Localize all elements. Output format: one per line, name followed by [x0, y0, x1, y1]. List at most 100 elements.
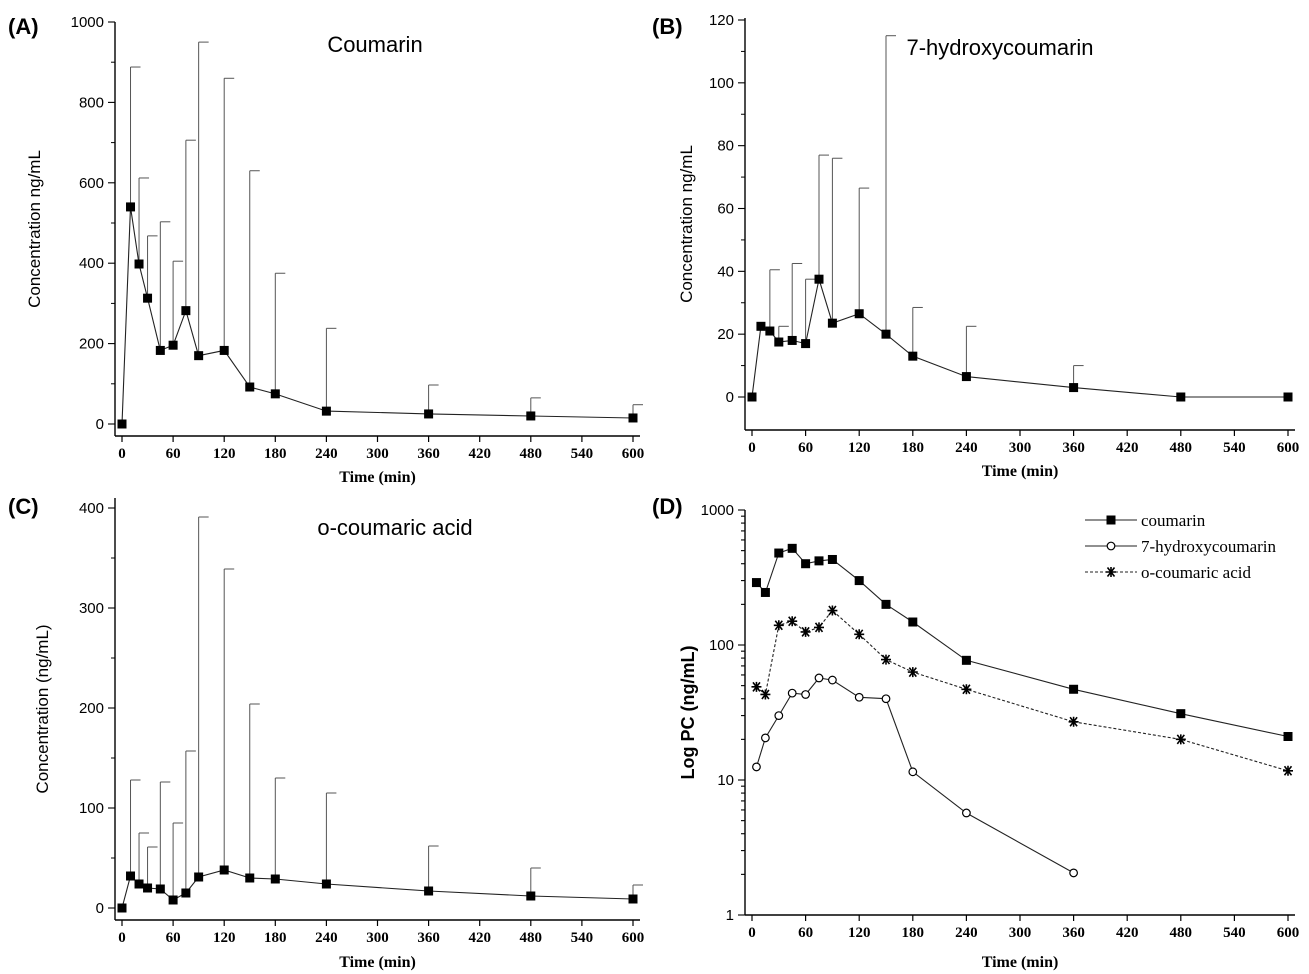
x-tick-label: 360 — [417, 446, 440, 462]
x-tick-label: 360 — [1062, 440, 1085, 456]
x-tick-label: 300 — [366, 930, 389, 946]
data-point — [181, 306, 191, 316]
data-point — [760, 587, 770, 597]
data-point — [881, 599, 891, 609]
x-tick-label: 480 — [520, 930, 543, 946]
chart-title: 7-hydroxycoumarin — [906, 35, 1093, 60]
x-tick-label: 120 — [848, 440, 871, 456]
data-point — [828, 675, 837, 685]
legend-label: 7-hydroxycoumarin — [1141, 537, 1277, 556]
y-tick-label: 80 — [717, 138, 734, 155]
y-tick-label: 10 — [717, 772, 734, 789]
y-tick-label: 400 — [79, 255, 104, 272]
x-tick-label: 0 — [748, 440, 756, 456]
chart-title: o-coumaric acid — [317, 515, 472, 540]
data-point — [961, 655, 971, 665]
y-tick-label: 300 — [79, 600, 104, 617]
data-point — [751, 681, 762, 692]
data-point — [126, 871, 136, 881]
data-point — [1069, 383, 1079, 393]
data-point — [761, 733, 770, 743]
x-tick-label: 180 — [902, 440, 925, 456]
y-tick-label: 200 — [79, 336, 104, 353]
data-point — [126, 202, 136, 212]
data-point — [219, 865, 229, 875]
x-tick-label: 600 — [622, 930, 645, 946]
data-point — [774, 711, 784, 720]
y-tick-label: 600 — [79, 175, 104, 192]
data-point — [787, 616, 798, 627]
data-point — [827, 318, 837, 328]
data-point — [1176, 392, 1186, 402]
x-tick-label: 360 — [417, 930, 440, 946]
x-tick-label: 300 — [1009, 440, 1032, 456]
x-tick-label: 240 — [315, 446, 338, 462]
x-tick-label: 300 — [366, 446, 389, 462]
data-point — [961, 684, 972, 695]
y-tick-label: 1000 — [71, 14, 104, 31]
x-tick-label: 180 — [264, 446, 287, 462]
panel-c: 0 60 120 180 240 300 360 420 480 540 600 0 100 200 300… — [8, 494, 644, 971]
data-point — [774, 337, 784, 347]
data-point — [854, 309, 864, 319]
x-tick-label: 0 — [118, 446, 126, 462]
x-tick-label: 420 — [468, 446, 491, 462]
x-tick-label: 120 — [848, 925, 871, 941]
data-point — [194, 351, 204, 361]
data-point — [814, 274, 824, 284]
x-tick-label: 120 — [213, 446, 236, 462]
panel-letter: (B) — [652, 14, 683, 39]
data-point — [962, 808, 971, 818]
x-tick-label: 240 — [955, 440, 978, 456]
x-tick-label: 240 — [315, 930, 338, 946]
data-point — [751, 578, 761, 588]
data-point — [321, 879, 331, 889]
y-tick-label: 800 — [79, 94, 104, 111]
series-line — [756, 609, 1289, 772]
legend-marker — [1106, 515, 1116, 525]
y-tick-label: 20 — [717, 326, 734, 343]
x-tick-label: 420 — [468, 930, 491, 946]
data-point — [752, 762, 761, 772]
data-point — [526, 891, 536, 901]
data-point — [765, 326, 775, 336]
x-tick-label: 540 — [1223, 925, 1246, 941]
data-point — [801, 339, 811, 349]
x-tick-label: 120 — [213, 930, 236, 946]
y-tick-label: 200 — [79, 700, 104, 717]
data-point — [854, 629, 865, 640]
chart-title: Coumarin — [327, 32, 422, 57]
x-tick-label: 420 — [1116, 925, 1139, 941]
y-tick-label: 60 — [717, 201, 734, 218]
data-point — [270, 389, 280, 399]
x-tick-label: 180 — [902, 925, 925, 941]
data-point — [1175, 734, 1186, 745]
data-point — [155, 345, 165, 355]
y-axis-label: Concentration (ng/mL) — [33, 624, 52, 793]
data-point — [827, 605, 838, 616]
x-tick-label: 300 — [1009, 925, 1032, 941]
data-point — [907, 667, 918, 678]
data-point — [908, 767, 918, 777]
panel-letter: (D) — [652, 494, 683, 519]
x-tick-label: 480 — [1170, 925, 1193, 941]
panel-letter: (A) — [8, 14, 39, 39]
data-point — [854, 692, 864, 702]
data-point — [1068, 716, 1079, 727]
data-point — [1283, 765, 1293, 776]
data-point — [245, 873, 255, 883]
y-tick-label: 0 — [726, 389, 734, 406]
data-point — [814, 622, 824, 633]
data-point — [424, 886, 434, 896]
panel-d: 0 60 120 180 240 300 360 420 480 540 600 1 10 100 1000… — [652, 494, 1299, 971]
data-point — [881, 694, 891, 704]
panel-b: 0 60 120 180 240 300 360 420 480 540 600 0 20 40 60 80 1… — [652, 12, 1299, 480]
x-tick-label: 540 — [1223, 440, 1246, 456]
data-point — [881, 654, 891, 665]
x-tick-label: 60 — [798, 440, 813, 456]
x-tick-label: 360 — [1062, 925, 1085, 941]
data-point — [143, 883, 153, 893]
data-point — [155, 884, 165, 894]
data-point — [1283, 732, 1293, 742]
